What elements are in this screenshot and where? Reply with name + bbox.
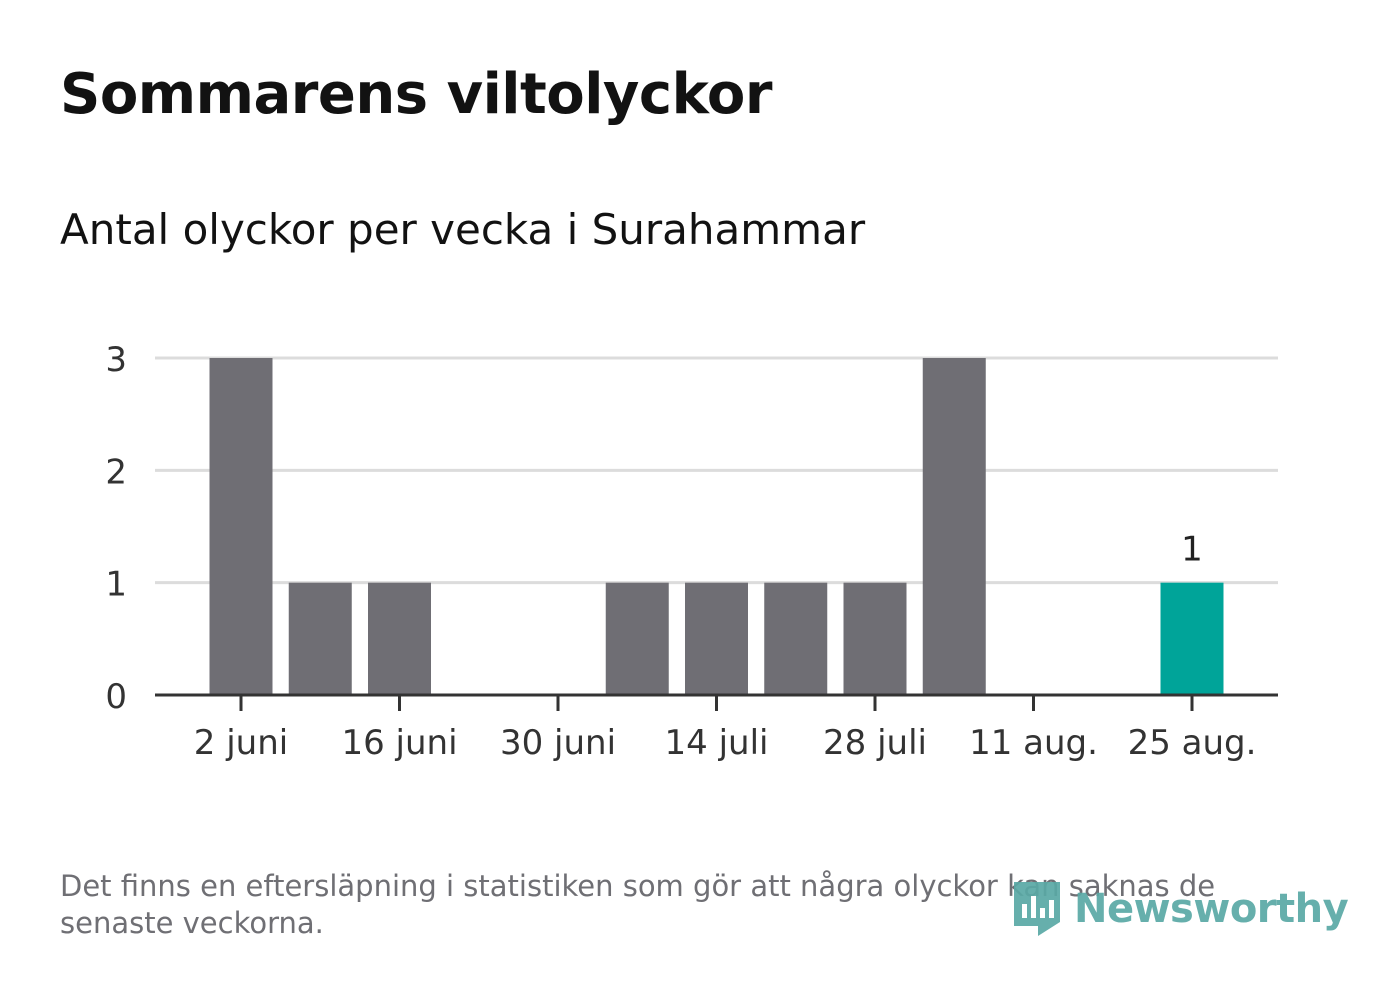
bar <box>764 582 828 695</box>
bar <box>605 582 669 695</box>
chart-title: Sommarens viltolyckor <box>60 62 772 127</box>
brand-name: Newsworthy <box>1074 886 1349 932</box>
bar-value-label: 1 <box>1181 530 1203 570</box>
x-axis <box>155 693 1278 711</box>
y-tick-labels: 0 1 2 3 <box>105 340 127 717</box>
bar-highlight <box>1160 582 1224 695</box>
x-tick-label: 30 juni <box>500 723 616 763</box>
x-tick-label: 2 juni <box>194 723 288 763</box>
x-tick-label: 11 aug. <box>969 723 1098 763</box>
bar <box>368 582 431 695</box>
x-tick-label: 14 juli <box>665 723 769 763</box>
brand-logo: Newsworthy <box>1010 876 1349 942</box>
bars: 1 <box>209 358 1224 695</box>
newsworthy-logo-icon <box>1014 882 1060 936</box>
y-tick-label: 1 <box>105 565 127 605</box>
bar <box>288 582 352 695</box>
bar <box>843 582 907 695</box>
x-tick-label: 25 aug. <box>1128 723 1257 763</box>
y-tick-label: 3 <box>105 340 127 380</box>
bar <box>685 582 748 695</box>
grid-lines <box>155 356 1278 585</box>
bar <box>922 358 986 695</box>
x-tick-label: 28 juli <box>823 723 927 763</box>
y-tick-label: 2 <box>105 452 127 492</box>
x-tick-labels: 2 juni 16 juni 30 juni 14 juli 28 juli 11 aug… <box>194 723 1257 763</box>
y-tick-label: 0 <box>105 677 127 717</box>
x-tick-label: 16 juni <box>341 723 457 763</box>
bar <box>209 358 273 695</box>
chart-subtitle: Antal olyckor per vecka i Surahammar <box>60 205 866 254</box>
